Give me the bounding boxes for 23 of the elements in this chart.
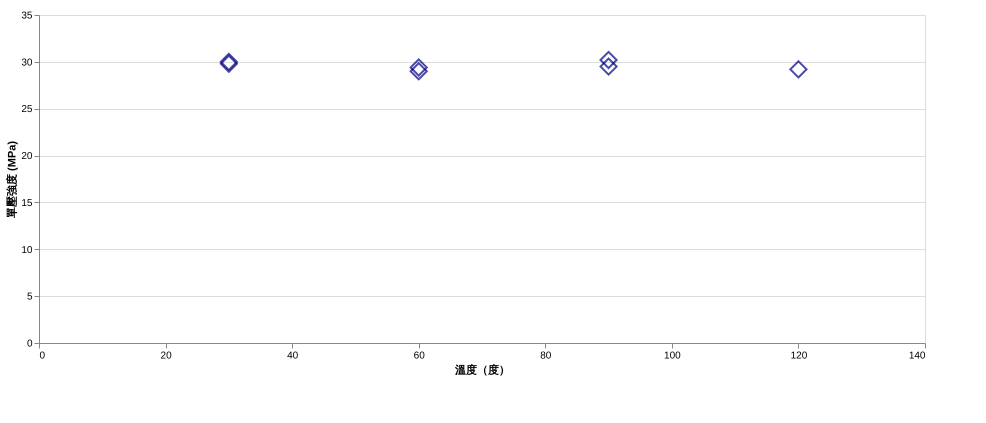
y-axis-title: 單壓強度 (MPa) <box>5 140 18 219</box>
x-tick-label: 140 <box>908 350 926 362</box>
x-tick-label: 120 <box>790 350 808 362</box>
x-tick-label: 0 <box>40 350 46 362</box>
y-tick-label: 25 <box>21 104 33 116</box>
point <box>600 57 618 76</box>
point <box>410 58 428 77</box>
point <box>789 60 808 78</box>
x-tick-label: 20 <box>160 350 172 362</box>
y-tick-label: 35 <box>21 10 33 22</box>
y-tick-label: 20 <box>21 151 33 162</box>
x-tick-label: 40 <box>287 350 299 362</box>
x-axis-title: 溫度（度） <box>454 364 510 376</box>
point <box>410 62 428 80</box>
y-tick-label: 10 <box>21 244 33 256</box>
x-tick-label: 80 <box>540 350 552 362</box>
y-tick-label: 15 <box>21 198 33 209</box>
point <box>600 50 618 70</box>
x-tick-label: 100 <box>664 350 682 362</box>
y-tick-label: 5 <box>26 292 33 303</box>
y-tick-label: 0 <box>26 338 33 350</box>
y-tick-label: 30 <box>21 57 33 68</box>
x-tick-label: 60 <box>414 350 426 362</box>
